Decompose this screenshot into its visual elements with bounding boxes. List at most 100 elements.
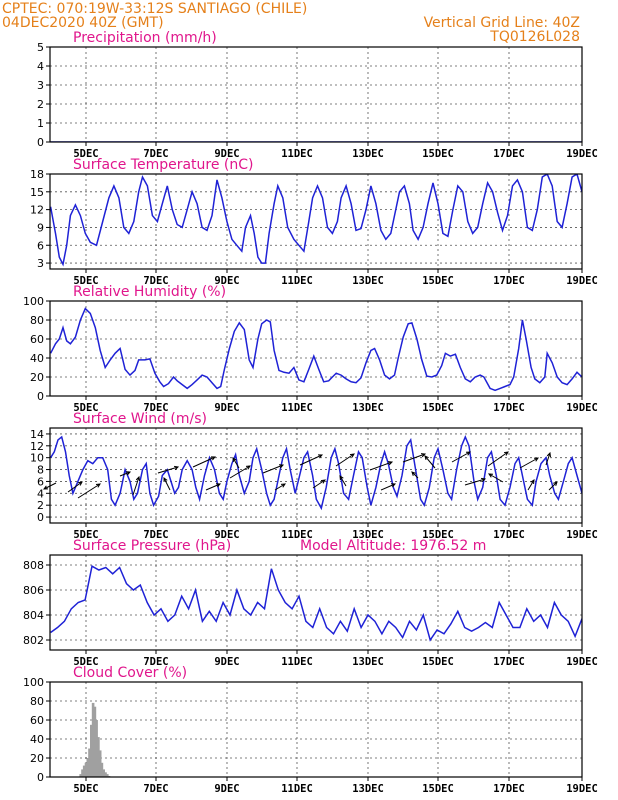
y-tick-label: 60 <box>30 333 44 346</box>
y-tick-label: 12 <box>30 440 44 453</box>
y-tick-label: 3 <box>37 257 44 270</box>
wind-arrow <box>519 457 539 469</box>
x-tick-label: 19DEC <box>566 656 598 668</box>
wind-arrow <box>424 455 436 469</box>
series-line <box>50 434 582 511</box>
cloud-bar <box>79 774 82 777</box>
wind-arrow <box>232 456 240 469</box>
x-tick-label: 11DEC <box>281 529 313 541</box>
wind-arrows <box>42 451 558 499</box>
x-tick-label: 5DEC <box>73 275 98 287</box>
wind-arrow <box>192 456 217 468</box>
y-tick-label: 804 <box>23 609 44 622</box>
x-tick-label: 19DEC <box>566 783 598 795</box>
series-line <box>50 565 582 642</box>
wind-arrow <box>312 479 326 489</box>
series-group <box>79 702 111 777</box>
wind-arrow <box>157 465 180 474</box>
x-tick-label: 9DEC <box>214 275 239 287</box>
y-tick-label: 6 <box>37 239 44 252</box>
header-line1-left: CPTEC: 070:19W-33:12S SANTIAGO (CHILE) <box>2 1 307 17</box>
wind-arrow <box>299 454 324 466</box>
wind-arrow <box>339 474 347 487</box>
y-tick-label: 2 <box>37 499 44 512</box>
x-tick-label: 15DEC <box>422 529 454 541</box>
y-tick-label: 40 <box>30 352 44 365</box>
cloud-bar <box>88 748 91 777</box>
wind-arrow <box>487 473 504 483</box>
x-tick-label: 11DEC <box>281 656 313 668</box>
wind-arrow <box>380 483 397 491</box>
x-tick-label: 15DEC <box>422 402 454 414</box>
wind-arrow <box>132 475 140 496</box>
cloud-bar <box>95 720 98 777</box>
cloud-bar <box>104 772 107 777</box>
series-group <box>50 307 582 392</box>
x-tick-label: 19DEC <box>566 275 598 287</box>
y-tick-label: 5 <box>37 41 44 54</box>
panel-frame <box>49 427 583 524</box>
panel-frame <box>49 46 583 143</box>
cloud-bar <box>90 724 93 777</box>
cloud-bar <box>82 765 86 777</box>
x-tick-label: 19DEC <box>566 402 598 414</box>
panel-5: Cloud Cover (%) 0 20 40 60 80 100 5DEC 7DEC 9DEC 1… <box>23 665 598 795</box>
wind-arrow <box>262 464 285 474</box>
wind-arrow <box>229 465 252 479</box>
panel-title: Precipitation (mm/h) <box>73 30 217 46</box>
cloud-bar <box>100 762 104 777</box>
wind-arrow <box>42 482 57 490</box>
y-tick-label: 802 <box>23 634 44 647</box>
x-tick-label: 17DEC <box>493 148 525 160</box>
wind-arrow <box>274 483 287 491</box>
y-tick-label: 0 <box>37 771 44 784</box>
panel-frame <box>49 681 583 778</box>
series-group <box>50 565 582 642</box>
x-tick-label: 17DEC <box>493 529 525 541</box>
panel-frame <box>49 554 583 651</box>
x-tick-label: 13DEC <box>352 148 384 160</box>
y-tick-label: 12 <box>30 204 44 217</box>
x-tick-label: 13DEC <box>352 529 384 541</box>
x-tick-label: 5DEC <box>73 402 98 414</box>
wind-arrow <box>545 451 551 466</box>
panel-title: Surface Pressure (hPa) <box>73 538 231 554</box>
y-tick-label: 9 <box>37 221 44 234</box>
cloud-bar <box>86 758 90 777</box>
panel-title: Relative Humidity (%) <box>73 284 226 300</box>
panel-title: Surface Temperature (nC) <box>73 157 254 173</box>
wind-arrow <box>77 483 101 499</box>
cloud-bar <box>98 750 102 777</box>
x-tick-label: 7DEC <box>143 656 168 668</box>
x-tick-label: 13DEC <box>352 783 384 795</box>
y-tick-label: 20 <box>30 752 44 765</box>
y-tick-label: 40 <box>30 733 44 746</box>
y-tick-label: 60 <box>30 714 44 727</box>
wind-arrow <box>451 451 471 463</box>
x-tick-label: 11DEC <box>281 402 313 414</box>
panel-1: Surface Temperature (nC) 3 6 9 12 15 18 5DEC 7DE… <box>30 157 598 287</box>
x-tick-label: 13DEC <box>352 656 384 668</box>
cloud-bar <box>84 762 88 777</box>
y-tick-label: 1 <box>37 117 44 130</box>
x-tick-label: 5DEC <box>73 529 98 541</box>
y-tick-label: 2 <box>37 98 44 111</box>
y-tick-label: 15 <box>30 186 44 199</box>
wind-arrow <box>67 481 83 493</box>
x-tick-label: 7DEC <box>143 529 168 541</box>
header-line1-right: Vertical Grid Line: 40Z <box>424 15 580 31</box>
y-tick-label: 14 <box>30 428 44 441</box>
y-tick-label: 10 <box>30 452 44 465</box>
y-tick-label: 808 <box>23 559 44 572</box>
x-tick-label: 9DEC <box>214 402 239 414</box>
x-tick-label: 15DEC <box>422 656 454 668</box>
panel-frame <box>49 300 583 397</box>
series-group <box>50 174 582 267</box>
x-tick-label: 17DEC <box>493 783 525 795</box>
x-tick-label: 19DEC <box>566 529 598 541</box>
x-tick-label: 13DEC <box>352 402 384 414</box>
y-tick-label: 80 <box>30 695 44 708</box>
cloud-bar <box>91 702 95 777</box>
x-tick-label: 15DEC <box>422 275 454 287</box>
